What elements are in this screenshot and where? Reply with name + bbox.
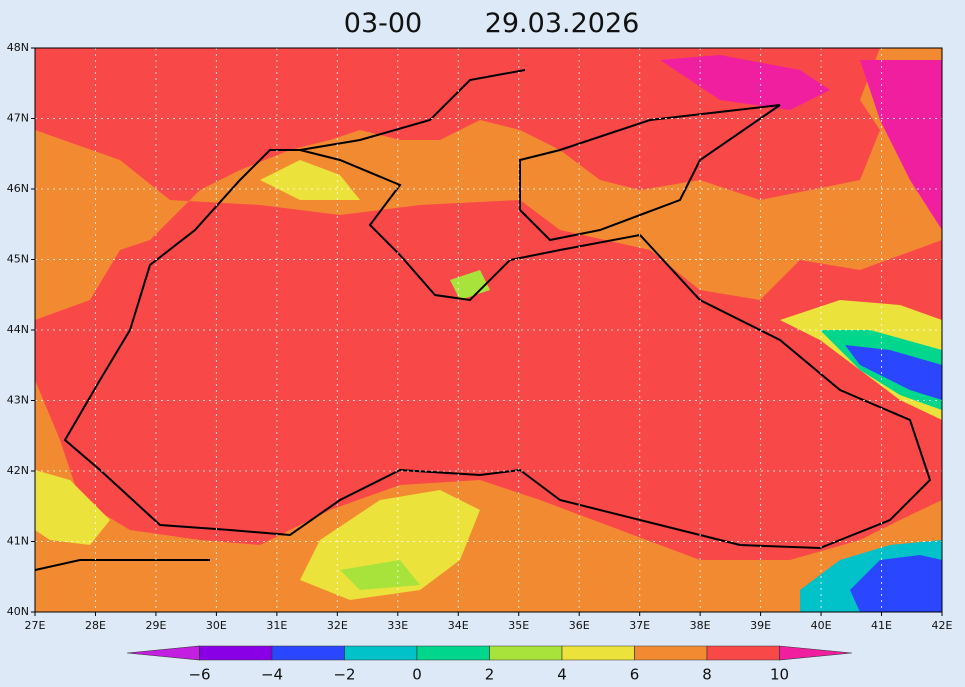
magenta-area <box>660 55 830 110</box>
colorbar-segment <box>126 645 200 661</box>
lon-label: 33E <box>387 619 408 632</box>
colorbar-label: 6 <box>630 666 640 684</box>
lon-label: 30E <box>206 619 227 632</box>
lon-label: 39E <box>750 619 771 632</box>
lon-label: 40E <box>811 619 832 632</box>
lat-label: 46N <box>7 182 29 195</box>
lon-label: 29E <box>145 619 166 632</box>
colorbar-segment <box>344 645 418 661</box>
lat-label: 45N <box>7 253 29 266</box>
yellow-area <box>35 470 110 545</box>
green-area <box>450 270 490 300</box>
colorbar-label: 10 <box>770 666 789 684</box>
lon-label: 42E <box>932 619 953 632</box>
colorbar-label: 8 <box>702 666 712 684</box>
lat-label: 41N <box>7 535 29 548</box>
lat-label: 40N <box>7 605 29 618</box>
blue-area <box>845 345 942 400</box>
lat-label: 48N <box>7 41 29 54</box>
lon-label: 37E <box>629 619 650 632</box>
lon-label: 27E <box>25 619 46 632</box>
time-label: 03-00 <box>344 8 422 39</box>
blue-area <box>850 555 942 612</box>
lon-label: 28E <box>85 619 106 632</box>
lon-label: 31E <box>266 619 287 632</box>
colorbar-label: 2 <box>485 666 495 684</box>
colorbar-segment <box>489 645 563 661</box>
colorbar-label: −6 <box>188 666 210 684</box>
colorbar-segment <box>706 645 780 661</box>
field <box>35 48 942 612</box>
date-label: 29.03.2026 <box>485 8 640 39</box>
colorbar-segment <box>634 645 708 661</box>
colorbar-label: −2 <box>333 666 355 684</box>
lon-label: 41E <box>871 619 892 632</box>
colorbar: −6 −4 −2 0 2 4 6 8 10 <box>126 645 853 684</box>
yellow-area <box>260 160 360 200</box>
orange-area <box>35 48 942 320</box>
lon-label: 36E <box>569 619 590 632</box>
colorbar-segment <box>271 645 345 661</box>
colorbar-segment <box>561 645 635 661</box>
colorbar-segment <box>416 645 490 661</box>
frame <box>34 47 943 613</box>
lon-label: 32E <box>327 619 348 632</box>
orange-area <box>35 380 942 612</box>
colorbar-label: 4 <box>557 666 567 684</box>
lat-label: 47N <box>7 112 29 125</box>
lon-label: 34E <box>448 619 469 632</box>
green-area <box>340 560 420 590</box>
colorbar-segment <box>779 645 853 661</box>
lat-label: 43N <box>7 394 29 407</box>
lat-label: 44N <box>7 323 29 336</box>
colorbar-segment <box>199 645 273 661</box>
lon-label: 38E <box>690 619 711 632</box>
coastline <box>35 69 932 571</box>
lat-label: 42N <box>7 464 29 477</box>
colorbar-label: 0 <box>412 666 422 684</box>
colorbar-label: −4 <box>261 666 283 684</box>
magenta-area <box>860 60 942 230</box>
lon-label: 35E <box>508 619 529 632</box>
